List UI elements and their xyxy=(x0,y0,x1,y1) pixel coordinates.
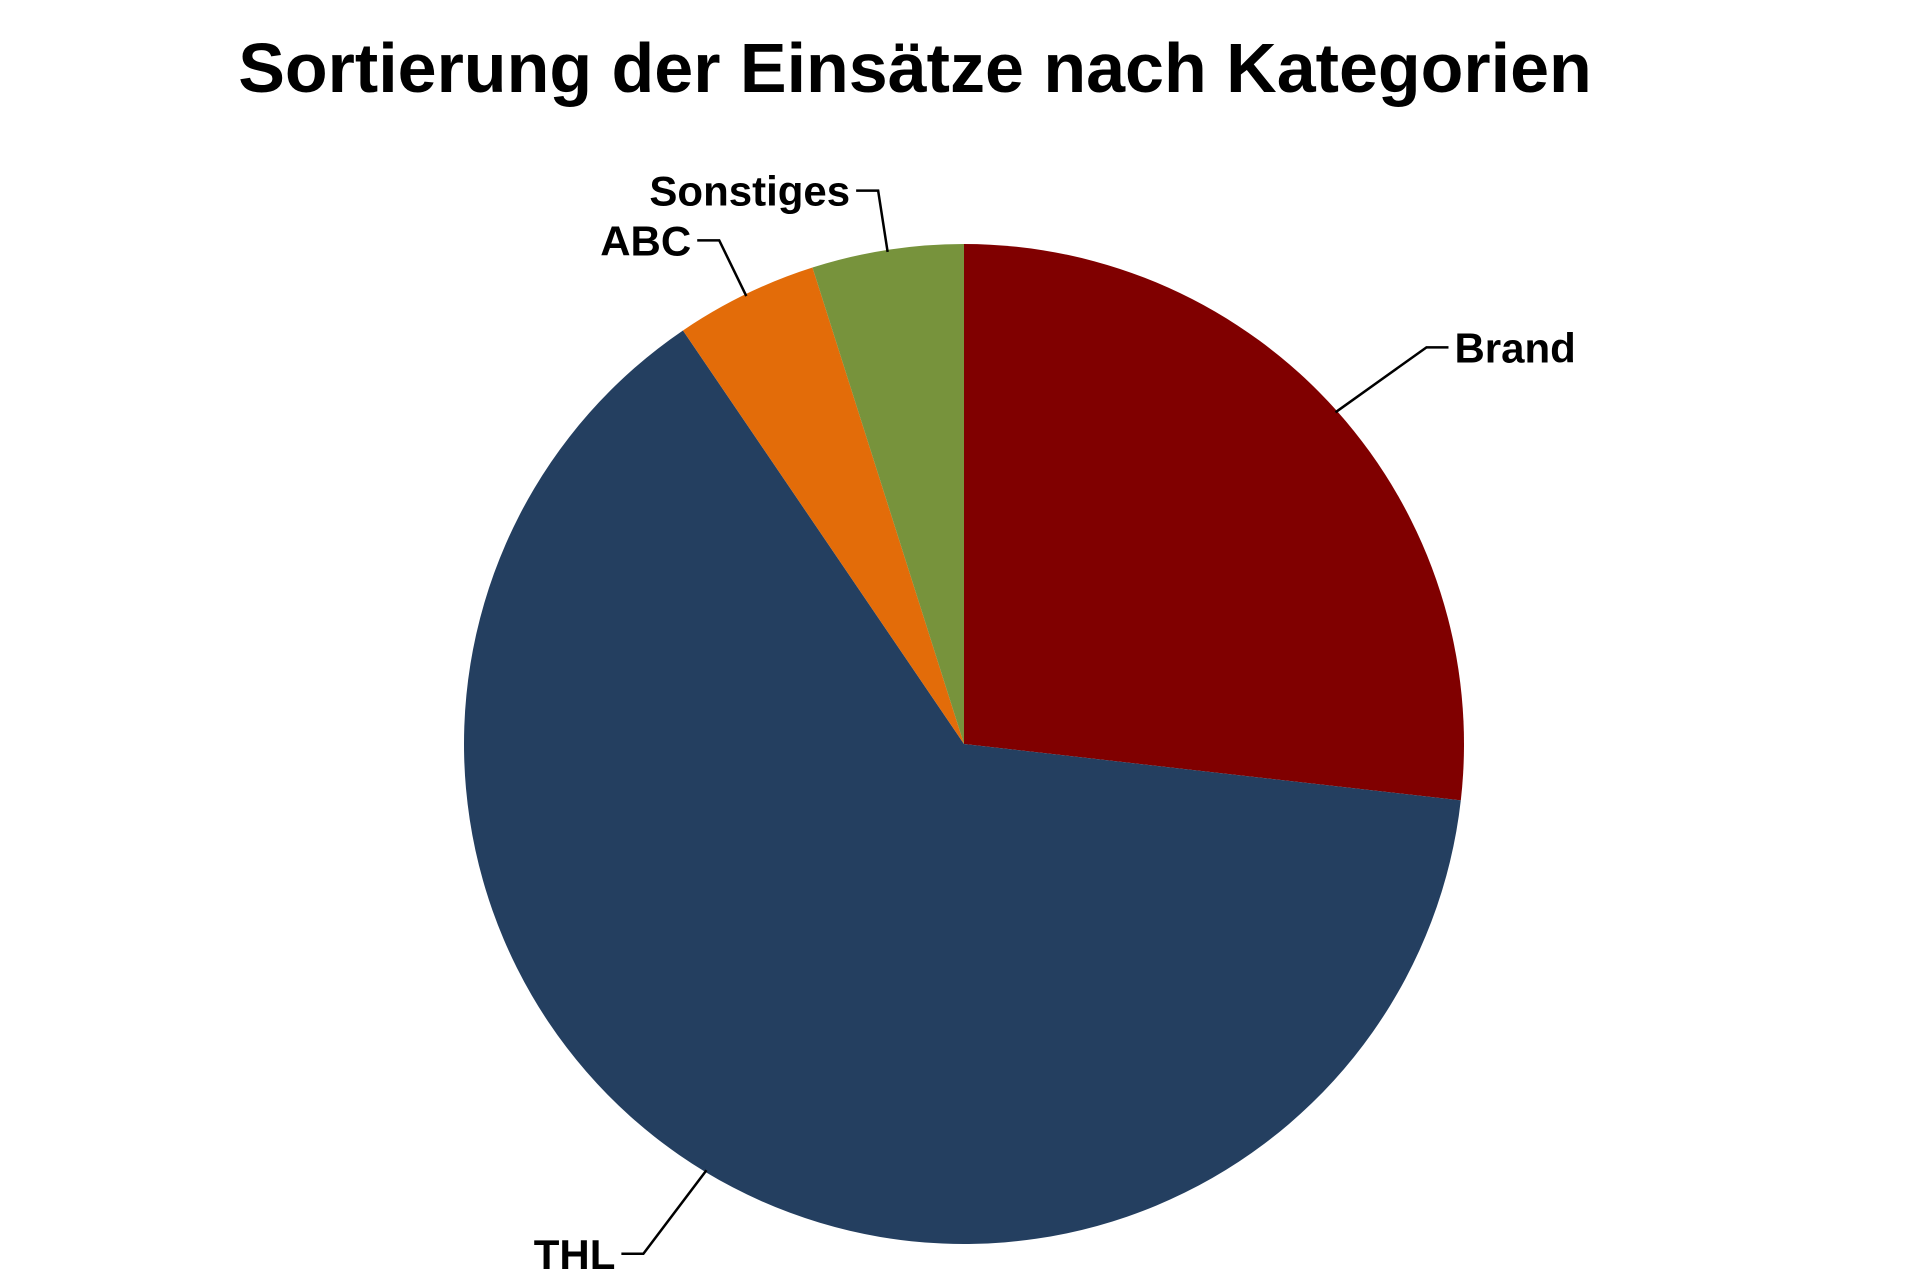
leader-line-brand xyxy=(1334,346,1449,414)
slice-label-abc: ABC xyxy=(600,217,691,264)
leader-line-abc xyxy=(697,239,748,297)
slice-label-sonstiges: Sonstiges xyxy=(649,168,850,215)
leader-line-thl xyxy=(621,1169,708,1256)
pie-slice-sonstiges xyxy=(812,244,964,744)
pie-slice-thl xyxy=(463,330,1461,1244)
pie-slices xyxy=(463,244,1464,1244)
slice-label-brand: Brand xyxy=(1454,324,1575,371)
chart-title: Sortierung der Einsätze nach Kategorien xyxy=(238,29,1592,107)
leader-line-sonstiges xyxy=(856,189,889,253)
pie-slice-brand xyxy=(964,244,1464,801)
label-leader-lines xyxy=(621,189,1449,1256)
slice-label-thl: THL xyxy=(534,1231,616,1278)
pie-slice-abc xyxy=(682,267,964,744)
